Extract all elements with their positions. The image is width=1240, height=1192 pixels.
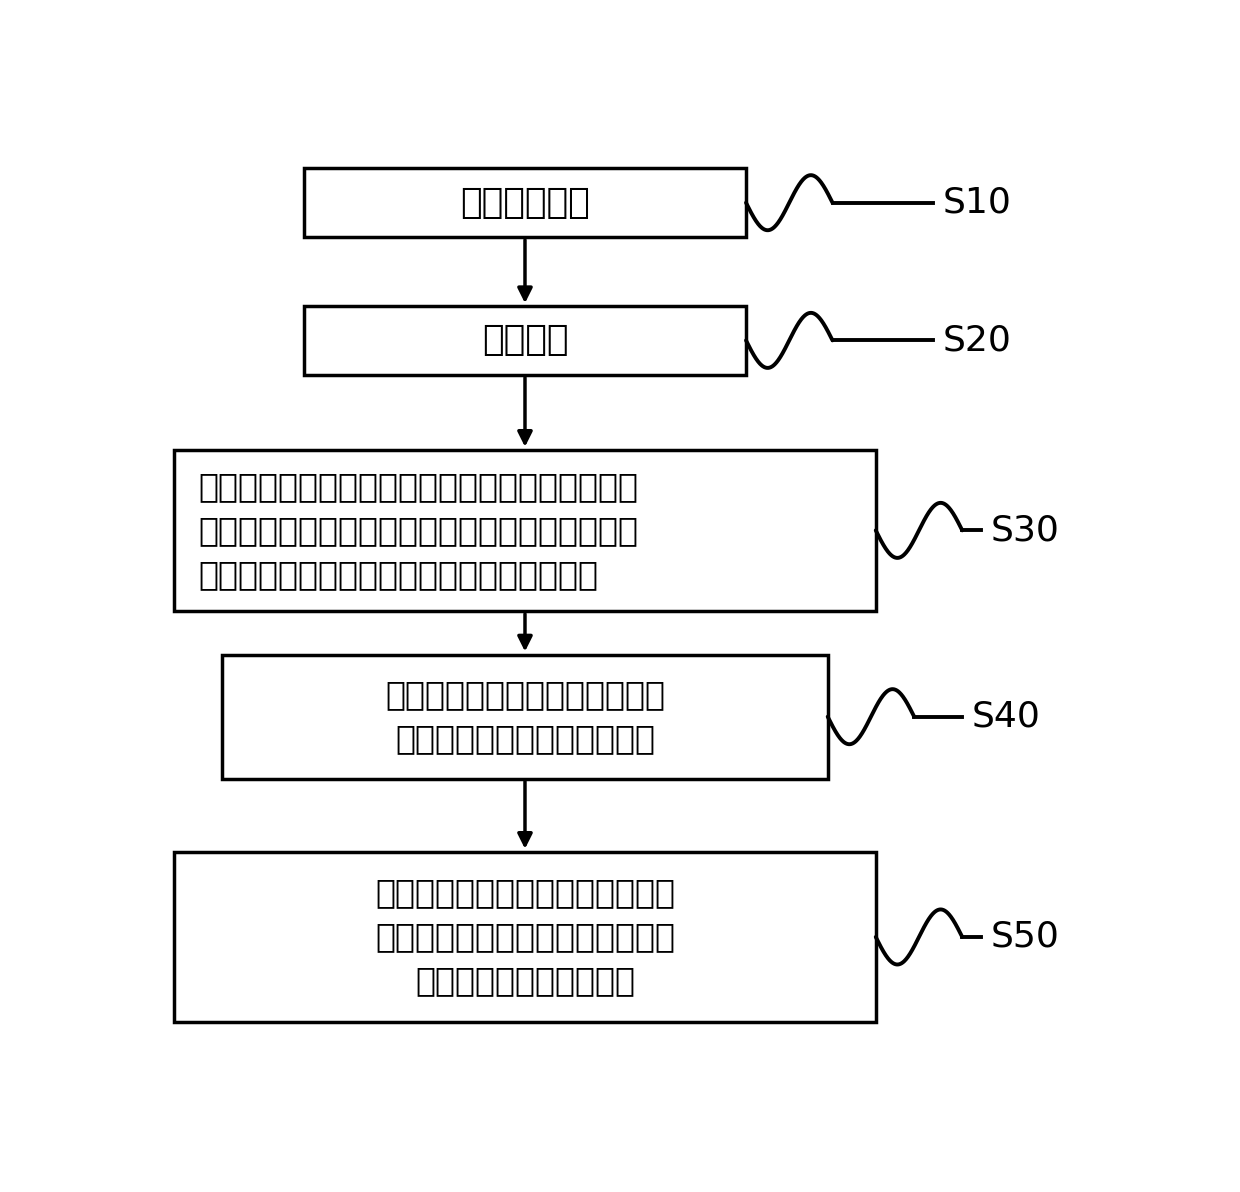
Bar bbox=[174, 852, 875, 1022]
Text: S50: S50 bbox=[991, 920, 1060, 954]
Bar bbox=[304, 168, 746, 237]
Text: S30: S30 bbox=[991, 514, 1060, 547]
Text: S20: S20 bbox=[942, 323, 1012, 358]
Text: 提供热交换器，其配置为控制燃: 提供热交换器，其配置为控制燃 bbox=[384, 678, 665, 712]
Text: 提供分配器，其中，该分配器包括: 提供分配器，其中，该分配器包括 bbox=[374, 876, 675, 909]
Text: 提供设置在储罐内的泵，其中，泵配置为将液化燃: 提供设置在储罐内的泵，其中，泵配置为将液化燃 bbox=[198, 470, 639, 503]
Text: 交换器流体连通，该热交换器使液化燃料升温: 交换器流体连通，该热交换器使液化燃料升温 bbox=[198, 558, 598, 591]
Text: 提供液化燃料: 提供液化燃料 bbox=[460, 186, 590, 219]
Bar bbox=[304, 306, 746, 374]
Text: 调一个或多个车辆加燃料: 调一个或多个车辆加燃料 bbox=[415, 964, 635, 998]
Text: 提供储罐: 提供储罐 bbox=[481, 323, 568, 358]
Text: S40: S40 bbox=[972, 700, 1040, 734]
Bar bbox=[222, 654, 828, 778]
Text: 控制系统，该控制系统允许同时协: 控制系统，该控制系统允许同时协 bbox=[374, 920, 675, 954]
Text: 料的压力增加到期望的目标，并且泵的排出端与热: 料的压力增加到期望的目标，并且泵的排出端与热 bbox=[198, 514, 639, 547]
Text: 料的最终温度以用于车辆加注: 料的最终温度以用于车辆加注 bbox=[396, 722, 655, 756]
Text: S10: S10 bbox=[942, 186, 1012, 219]
Bar bbox=[174, 451, 875, 610]
